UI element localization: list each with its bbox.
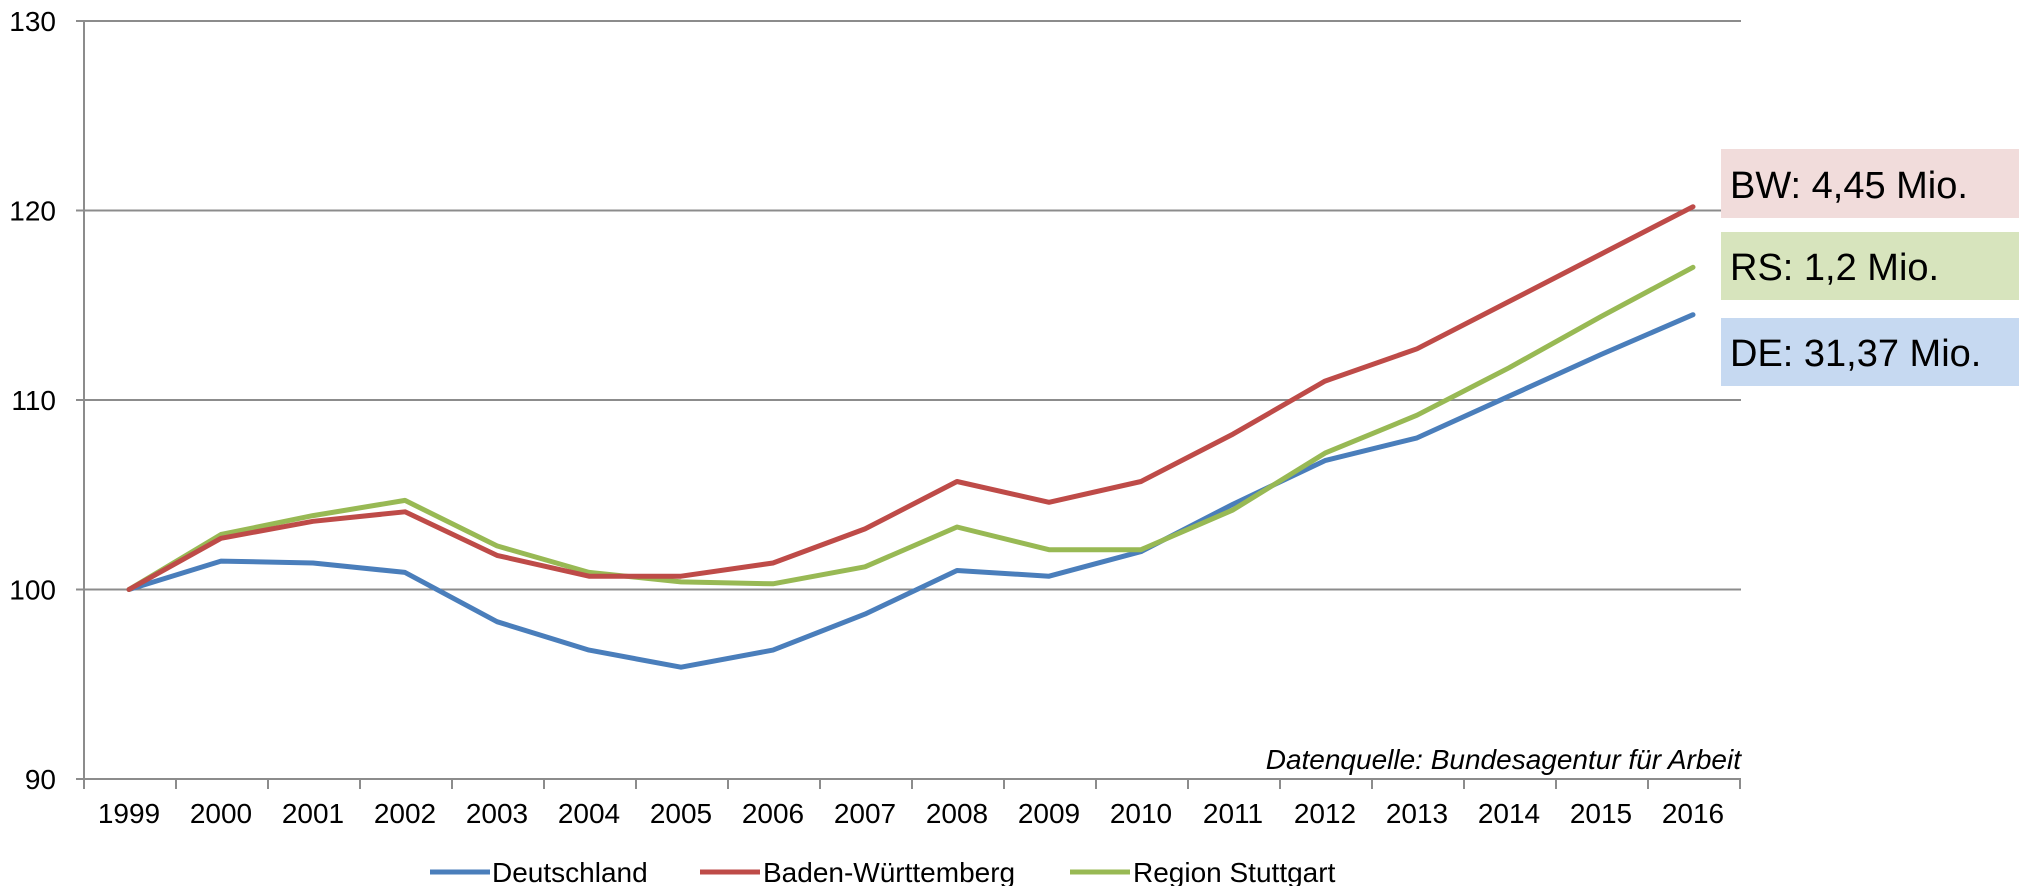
x-tick-label-2006: 2006 — [742, 798, 804, 829]
x-tick-label-2016: 2016 — [1662, 798, 1724, 829]
callout-rs: RS: 1,2 Mio. — [1730, 247, 1939, 289]
x-tick-label-2015: 2015 — [1570, 798, 1632, 829]
y-tick-label-100: 100 — [9, 575, 56, 606]
legend-label-deutschland: Deutschland — [492, 857, 648, 886]
legend-label-baden-wuerttemberg: Baden-Württemberg — [763, 857, 1015, 886]
x-tick-label-2004: 2004 — [558, 798, 620, 829]
series-lines — [129, 207, 1693, 668]
callout-de: DE: 31,37 Mio. — [1730, 333, 1981, 375]
data-source-note: Datenquelle: Bundesagentur für Arbeit — [1266, 744, 1742, 775]
x-tick-label-2002: 2002 — [374, 798, 436, 829]
series-line-region-stuttgart — [129, 267, 1693, 589]
x-tick-label-2010: 2010 — [1110, 798, 1172, 829]
gridlines — [84, 21, 1741, 779]
y-tick-label-90: 90 — [25, 764, 56, 795]
legend: Deutschland Baden-Württemberg Region Stu… — [430, 857, 1336, 886]
x-tick-label-2000: 2000 — [190, 798, 252, 829]
x-tick-label-2005: 2005 — [650, 798, 712, 829]
x-tick-label-2013: 2013 — [1386, 798, 1448, 829]
x-tick-label-2011: 2011 — [1203, 798, 1263, 829]
callout-bw: BW: 4,45 Mio. — [1730, 165, 1968, 207]
callout-boxes: BW: 4,45 Mio. RS: 1,2 Mio. DE: 31,37 Mio… — [1721, 149, 2019, 386]
x-tick-label-2009: 2009 — [1018, 798, 1080, 829]
x-tick-label-2014: 2014 — [1478, 798, 1540, 829]
x-tick-label-2001: 2001 — [282, 798, 344, 829]
y-tick-label-110: 110 — [11, 385, 56, 416]
legend-label-region-stuttgart: Region Stuttgart — [1133, 857, 1336, 886]
x-tick-label-2003: 2003 — [466, 798, 528, 829]
x-axis-ticks: 1999 2000 2001 2002 2003 2004 2005 2006 2007 2008… — [84, 779, 1740, 829]
x-tick-label-2007: 2007 — [834, 798, 896, 829]
y-tick-label-130: 130 — [9, 6, 56, 37]
x-tick-label-1999: 1999 — [98, 798, 160, 829]
x-tick-label-2008: 2008 — [926, 798, 988, 829]
y-tick-label-120: 120 — [9, 196, 56, 227]
y-axis-ticks: 90 100 110 120 130 — [9, 6, 84, 795]
series-line-baden-w-rttemberg — [129, 207, 1693, 590]
x-tick-label-2012: 2012 — [1294, 798, 1356, 829]
series-line-deutschland — [129, 315, 1693, 668]
